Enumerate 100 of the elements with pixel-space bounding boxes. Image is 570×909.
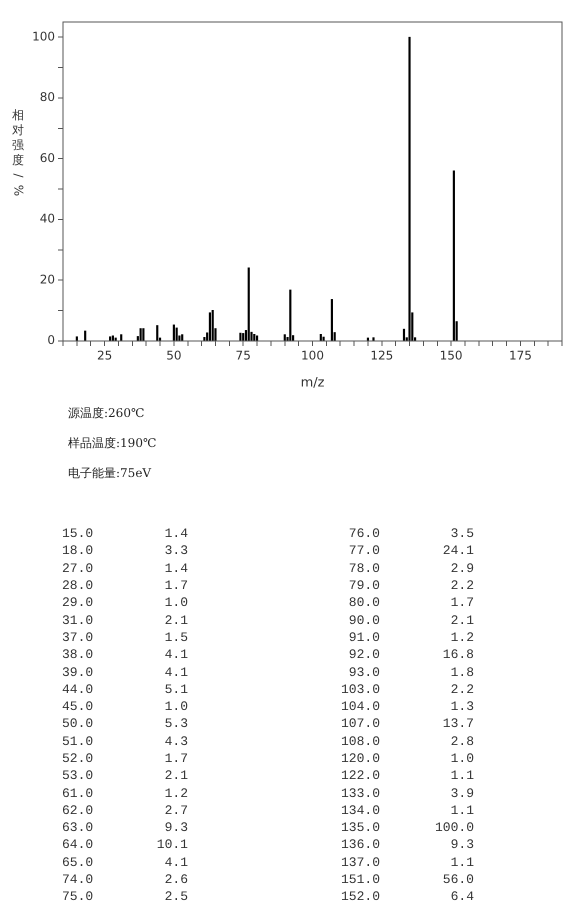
text: 122.0: [340, 767, 380, 784]
bar: [242, 333, 244, 341]
text: 1.7: [164, 750, 188, 768]
text: 24.1: [442, 542, 474, 560]
bar: [452, 170, 455, 341]
y-tick-label: 40: [40, 212, 55, 226]
text: 133.0: [340, 784, 380, 802]
bar: [142, 328, 144, 341]
text: 1.0: [164, 698, 188, 716]
text: 63.0: [62, 819, 94, 836]
x-tick-label: 150: [440, 348, 463, 362]
text: 1.1: [450, 854, 474, 871]
text: 4.1: [164, 854, 188, 871]
y-tick-label: 60: [40, 150, 55, 165]
bar: [140, 328, 142, 341]
text: 151.0: [340, 871, 380, 888]
text: 18.0: [62, 542, 94, 560]
text: 134.0: [340, 802, 380, 820]
text: 3.5: [450, 525, 474, 542]
text: 77.0: [348, 542, 380, 560]
text: 1.5: [164, 628, 188, 646]
text: 45.0: [62, 698, 94, 716]
text: 90.0: [348, 612, 380, 629]
text: 79.0: [348, 577, 380, 594]
text: 39.0: [62, 664, 94, 681]
text: 15.0: [62, 525, 94, 542]
x-axis-title: m/z: [300, 376, 325, 391]
text: 80.0: [348, 594, 380, 612]
text: 1.0: [450, 750, 474, 768]
text: 13.7: [442, 715, 474, 733]
text: 5.1: [164, 680, 188, 698]
text: 9.3: [450, 836, 474, 854]
text: 4.1: [164, 664, 188, 681]
text: 4.1: [164, 646, 188, 664]
text: 1.3: [450, 698, 474, 716]
text: 91.0: [348, 628, 380, 646]
x-tick-label: 50: [166, 348, 182, 362]
text: 3.3: [164, 542, 188, 560]
text: 78.0: [348, 560, 380, 577]
x-tick-label: 175: [508, 348, 532, 362]
text: 1.1: [450, 802, 474, 820]
text: 74.0: [62, 871, 94, 888]
text: 61.0: [62, 784, 94, 802]
text: 44.0: [62, 680, 94, 698]
text: 152.0: [340, 888, 380, 906]
text: 16.8: [442, 646, 474, 664]
bar: [208, 312, 212, 341]
y-tick-label: 80: [40, 90, 55, 104]
bar: [114, 338, 117, 341]
x-tick-label: 100: [301, 348, 324, 362]
text: 120.0: [340, 750, 380, 768]
bar: [181, 334, 184, 341]
text: 52.0: [62, 750, 94, 768]
bar: [172, 324, 175, 341]
bar: [84, 330, 86, 341]
text: 样品温度:190℃: [68, 435, 156, 452]
bar: [212, 310, 214, 341]
text: 1.2: [164, 784, 188, 802]
text: 1.7: [164, 577, 188, 594]
bar: [289, 290, 292, 341]
text: 56.0: [442, 871, 474, 888]
text: 107.0: [340, 715, 380, 733]
bar: [176, 328, 178, 341]
text: 2.2: [450, 680, 474, 698]
y-tick-label: 20: [40, 272, 55, 286]
x-tick-label: 25: [96, 348, 112, 362]
text: 1.4: [164, 560, 188, 577]
text: 2.1: [164, 767, 188, 784]
text: 3.9: [450, 784, 474, 802]
text: 27.0: [62, 560, 94, 577]
y-tick-label: 100: [32, 29, 55, 44]
text: 1.1: [450, 767, 474, 784]
bar: [253, 334, 256, 341]
bar: [284, 334, 286, 341]
text: 6.4: [450, 888, 474, 906]
text: 2.5: [164, 888, 188, 906]
text: 135.0: [340, 819, 380, 836]
bar: [248, 267, 250, 341]
text: 93.0: [348, 664, 380, 681]
bar: [408, 36, 411, 341]
x-tick-label: 125: [370, 348, 394, 362]
text: 4.3: [164, 732, 188, 750]
text: 2.6: [164, 871, 188, 888]
text: 1.8: [450, 664, 474, 681]
text: 38.0: [62, 646, 94, 664]
text: 53.0: [62, 767, 94, 784]
bar: [320, 334, 322, 341]
bar: [120, 334, 122, 341]
x-tick-label: 75: [236, 348, 251, 362]
text: 1.7: [450, 594, 474, 612]
text: 源温度:260℃: [68, 405, 146, 422]
text: 2.2: [450, 577, 474, 594]
text: 37.0: [62, 628, 94, 646]
text: 75.0: [62, 888, 94, 906]
text: 28.0: [62, 577, 94, 594]
bar: [330, 299, 333, 341]
text: 100.0: [434, 819, 474, 836]
bar: [156, 325, 158, 341]
text: 1.2: [450, 628, 474, 646]
text: 92.0: [348, 646, 380, 664]
